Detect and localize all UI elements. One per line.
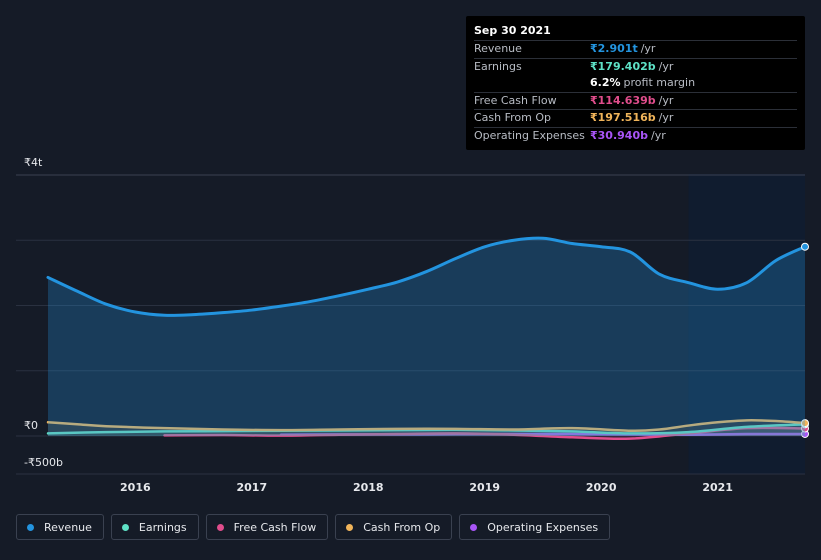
legend-dot [27, 523, 34, 531]
tooltip-value: ₹2.901t [590, 42, 638, 55]
tooltip-label: Earnings [474, 59, 522, 73]
legend-dot [346, 523, 354, 531]
tooltip-value: ₹30.940b [590, 128, 648, 142]
series-area-revenue [48, 238, 805, 436]
x-tick-label: 2018 [353, 481, 384, 494]
tooltip-value: ₹197.516b [590, 111, 656, 124]
tooltip-value: ₹114.639b [590, 93, 656, 107]
tooltip-label: Cash From Op [474, 111, 552, 124]
legend-item[interactable]: Earnings [110, 514, 199, 540]
y-tick-label: -₹500b [24, 456, 63, 469]
tooltip-label: Revenue [474, 42, 522, 55]
tooltip-unit: profit margin [623, 76, 696, 89]
tooltip-value: ₹179.402b [590, 59, 656, 73]
tooltip-row: Earnings ₹179.402b/yr [474, 57, 797, 76]
x-tick-label: 2021 [702, 481, 733, 494]
x-tick-label: 2017 [236, 481, 267, 494]
legend-dot [121, 523, 129, 531]
tooltip-label [474, 75, 590, 92]
legend-label: Revenue [44, 520, 92, 534]
tooltip-row: Revenue ₹2.901t/yr [474, 40, 797, 58]
x-tick-label: 2019 [469, 481, 500, 494]
series-endpoint-cash-from-op [801, 419, 809, 428]
tooltip: Sep 30 2021 Revenue ₹2.901t/yr Earnings ₹17… [466, 16, 805, 150]
tooltip-value: 6.2% [590, 76, 621, 89]
tooltip-date: Sep 30 2021 [474, 24, 551, 37]
legend-item[interactable]: Revenue [16, 514, 104, 540]
tooltip-unit: /yr [640, 42, 656, 55]
tooltip-unit: /yr [658, 93, 674, 107]
legend: Revenue Earnings Free Cash Flow Cash From O… [16, 514, 611, 542]
legend-label: Earnings [138, 520, 187, 534]
legend-label: Free Cash Flow [233, 520, 317, 534]
legend-item[interactable]: Free Cash Flow [205, 514, 329, 540]
legend-label: Operating Expenses [487, 520, 599, 534]
x-tick-label: 2020 [586, 481, 617, 494]
tooltip-row: Free Cash Flow ₹114.639b/yr [474, 91, 797, 110]
legend-label: Cash From Op [363, 520, 441, 534]
tooltip-label: Operating Expenses [474, 128, 585, 142]
y-tick-label: ₹0 [24, 419, 38, 432]
tooltip-label: Free Cash Flow [474, 93, 557, 107]
legend-dot [470, 523, 478, 531]
series-area-free-cash-flow [164, 427, 805, 439]
legend-item[interactable]: Operating Expenses [459, 514, 611, 540]
tooltip-unit: /yr [650, 128, 666, 142]
tooltip-row: Cash From Op ₹197.516b/yr [474, 109, 797, 127]
tooltip-row: Operating Expenses ₹30.940b/yr [474, 126, 797, 145]
series-line-cash-from-op [46, 419, 807, 433]
series-endpoint-revenue [801, 242, 809, 251]
tooltip-unit: /yr [658, 59, 674, 73]
tooltip-unit: /yr [658, 111, 674, 124]
legend-item[interactable]: Cash From Op [335, 514, 453, 540]
series-area-cash-from-op [48, 420, 805, 436]
y-tick-label: ₹4t [24, 156, 43, 169]
x-tick-label: 2016 [120, 481, 151, 494]
legend-dot [216, 523, 224, 531]
series-line-revenue [46, 236, 807, 317]
tooltip-row: 6.2% profit margin [474, 75, 797, 92]
